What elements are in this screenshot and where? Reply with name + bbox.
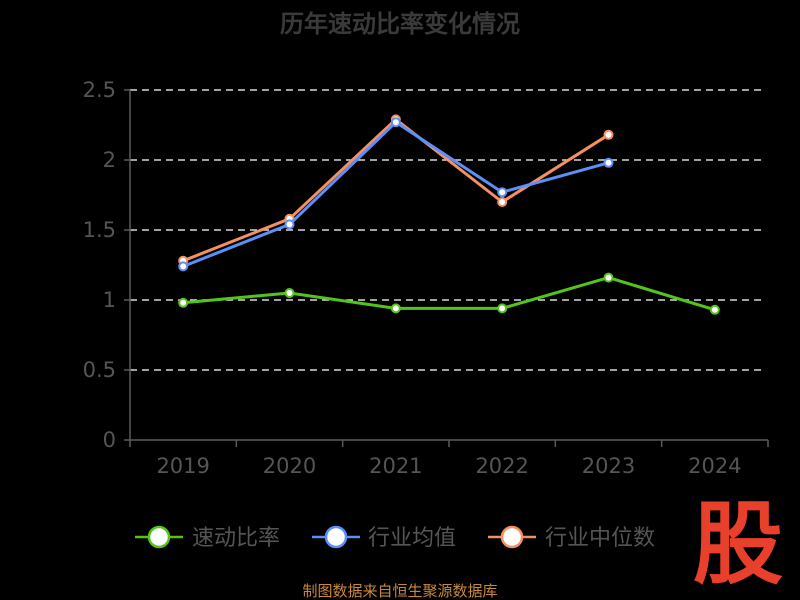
y-tick-label: 0 (103, 428, 116, 452)
y-tick-label: 0.5 (83, 358, 116, 382)
y-tick-label: 1.5 (83, 218, 116, 242)
y-tick-label: 2 (103, 148, 116, 172)
x-tick-label: 2022 (475, 454, 528, 478)
legend: 速动比率 行业均值 行业中位数 (135, 525, 655, 551)
data-point (390, 303, 401, 314)
series-line (183, 276, 716, 312)
source-note: 制图数据来自恒生聚源数据库 (302, 582, 497, 600)
data-point (178, 297, 189, 308)
x-tick-label: 2019 (156, 454, 209, 478)
data-point (178, 261, 189, 272)
axes: 0 0.5 1 1.5 2 2.5 2019 2020 2021 2022 2023 2024 (83, 78, 769, 478)
y-tick-label: 1 (103, 288, 116, 312)
data-point (497, 187, 508, 198)
legend-marker-icon (147, 525, 171, 549)
x-tick-label: 2020 (263, 454, 316, 478)
data-point (497, 303, 508, 314)
data-point (709, 304, 720, 315)
legend-label: 行业均值 (368, 526, 456, 551)
y-tick-label: 2.5 (83, 78, 116, 102)
series-line (182, 120, 609, 268)
data-point (603, 272, 614, 283)
series-lines (178, 114, 720, 315)
data-point (603, 129, 614, 140)
legend-label: 行业中位数 (545, 526, 655, 551)
chart-title: 历年速动比率变化情况 (280, 10, 520, 38)
legend-item[interactable]: 行业中位数 (488, 525, 655, 551)
legend-marker-icon (324, 525, 348, 549)
data-point (284, 219, 295, 230)
grid-lines (130, 89, 764, 371)
legend-label: 速动比率 (192, 526, 280, 551)
x-tick-label: 2024 (688, 454, 741, 478)
data-point (284, 288, 295, 298)
x-tick-label: 2023 (582, 454, 635, 478)
x-tick-label: 2021 (369, 454, 422, 478)
watermark-logo: 股 (693, 492, 783, 597)
data-point (390, 117, 401, 128)
data-point (603, 157, 614, 168)
legend-item[interactable]: 行业均值 (312, 525, 456, 551)
data-point (497, 197, 508, 207)
legend-item[interactable]: 速动比率 (135, 525, 280, 551)
legend-marker-icon (500, 525, 524, 549)
